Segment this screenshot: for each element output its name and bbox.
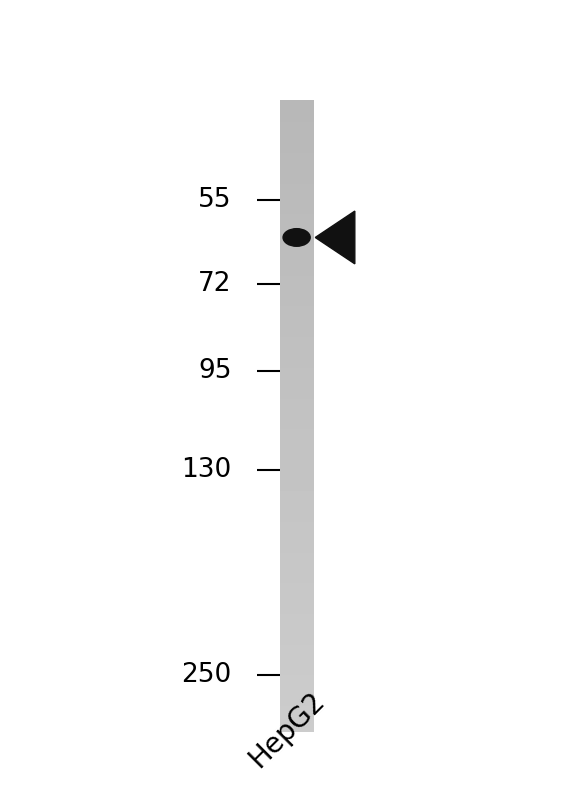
- Text: 250: 250: [181, 662, 232, 688]
- Text: 72: 72: [198, 271, 232, 298]
- Text: 95: 95: [198, 358, 232, 384]
- Text: 55: 55: [198, 187, 232, 213]
- Ellipse shape: [283, 229, 310, 246]
- Text: HepG2: HepG2: [244, 686, 330, 774]
- Polygon shape: [315, 211, 355, 264]
- Text: 130: 130: [181, 457, 232, 482]
